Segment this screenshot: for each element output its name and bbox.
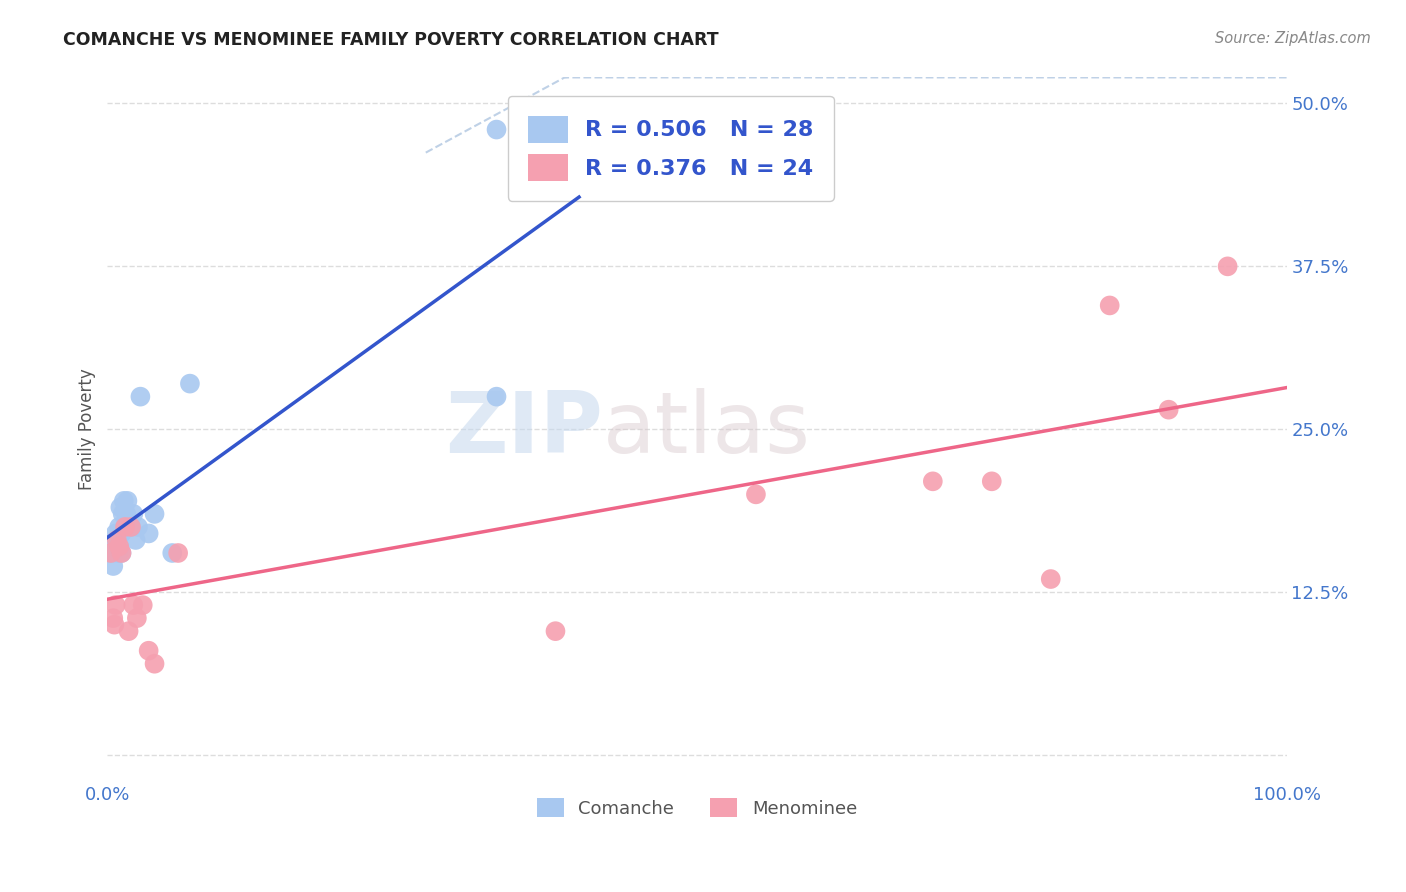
Point bbox=[104, 598, 127, 612]
Point bbox=[114, 520, 136, 534]
Point bbox=[143, 507, 166, 521]
Point bbox=[100, 546, 122, 560]
Point bbox=[115, 507, 138, 521]
Text: COMANCHE VS MENOMINEE FAMILY POVERTY CORRELATION CHART: COMANCHE VS MENOMINEE FAMILY POVERTY COR… bbox=[63, 31, 718, 49]
Point bbox=[980, 475, 1002, 489]
Point bbox=[143, 657, 166, 671]
Point bbox=[111, 507, 134, 521]
Point bbox=[921, 475, 943, 489]
Point bbox=[745, 487, 768, 501]
Legend: Comanche, Menominee: Comanche, Menominee bbox=[530, 790, 865, 825]
Point bbox=[120, 520, 142, 534]
Point bbox=[108, 540, 131, 554]
Point bbox=[1157, 402, 1180, 417]
Point bbox=[138, 643, 160, 657]
Point bbox=[114, 520, 136, 534]
Point bbox=[110, 546, 132, 560]
Point bbox=[138, 526, 160, 541]
Point bbox=[1098, 298, 1121, 312]
Point bbox=[485, 122, 508, 136]
Point bbox=[179, 376, 201, 391]
Point bbox=[122, 507, 145, 521]
Point bbox=[107, 546, 129, 560]
Point bbox=[485, 390, 508, 404]
Text: Source: ZipAtlas.com: Source: ZipAtlas.com bbox=[1215, 31, 1371, 46]
Point bbox=[1039, 572, 1062, 586]
Text: atlas: atlas bbox=[603, 388, 811, 471]
Point bbox=[104, 526, 127, 541]
Point bbox=[110, 546, 132, 560]
Point bbox=[110, 500, 132, 515]
Point bbox=[117, 624, 139, 639]
Point bbox=[117, 520, 139, 534]
Point bbox=[132, 598, 155, 612]
Point bbox=[105, 533, 128, 547]
Point bbox=[108, 520, 131, 534]
Point bbox=[120, 520, 142, 534]
Point bbox=[122, 598, 145, 612]
Point bbox=[100, 546, 122, 560]
Point bbox=[127, 520, 149, 534]
Point bbox=[112, 494, 135, 508]
Point bbox=[162, 546, 184, 560]
Point bbox=[125, 533, 148, 547]
Point bbox=[103, 611, 125, 625]
Point bbox=[110, 526, 132, 541]
Text: ZIP: ZIP bbox=[444, 388, 603, 471]
Point bbox=[103, 559, 125, 574]
Point bbox=[1216, 260, 1239, 274]
Point bbox=[103, 540, 125, 554]
Point bbox=[117, 494, 139, 508]
Point bbox=[105, 533, 128, 547]
Point bbox=[129, 390, 152, 404]
Point bbox=[108, 540, 131, 554]
Y-axis label: Family Poverty: Family Poverty bbox=[79, 368, 96, 490]
Point bbox=[544, 624, 567, 639]
Point bbox=[125, 611, 148, 625]
Point bbox=[103, 617, 125, 632]
Point bbox=[167, 546, 190, 560]
